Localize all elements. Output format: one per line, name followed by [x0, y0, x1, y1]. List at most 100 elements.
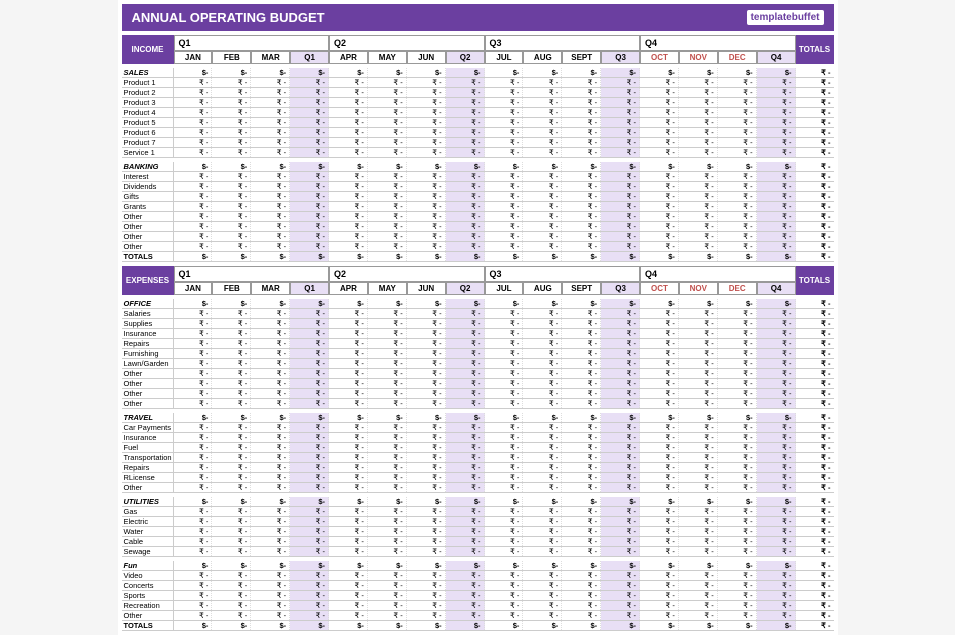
- cell: ₹ -: [523, 611, 562, 620]
- cell: ₹ -: [329, 148, 368, 157]
- cell: ₹ -: [368, 369, 407, 378]
- cell: ₹ -: [368, 379, 407, 388]
- month-header: JUL: [485, 51, 524, 64]
- cell: ₹ -: [329, 399, 368, 408]
- quarter-header: Q1: [174, 266, 330, 282]
- cell: ₹ -: [718, 571, 757, 580]
- cell: $-: [562, 162, 601, 171]
- cell: $-: [407, 561, 446, 570]
- cell: $-: [523, 68, 562, 77]
- row-total: ₹ -: [796, 192, 834, 201]
- cell: ₹ -: [212, 182, 251, 191]
- cell: ₹ -: [446, 192, 485, 201]
- row-label: RLicense: [122, 473, 174, 482]
- cell: ₹ -: [757, 601, 796, 610]
- cell: ₹ -: [601, 329, 640, 338]
- cell: ₹ -: [757, 98, 796, 107]
- row-total: ₹ -: [796, 202, 834, 211]
- cell: ₹ -: [368, 527, 407, 536]
- cell: ₹ -: [523, 507, 562, 516]
- cell: ₹ -: [251, 202, 290, 211]
- cell: ₹ -: [640, 379, 679, 388]
- row-label: Product 4: [122, 108, 174, 117]
- cell: ₹ -: [290, 369, 329, 378]
- row-total: ₹ -: [796, 222, 834, 231]
- cell: ₹ -: [329, 329, 368, 338]
- cell: ₹ -: [212, 88, 251, 97]
- cell: ₹ -: [174, 601, 213, 610]
- quarter-header: Q2: [329, 35, 485, 51]
- cell: ₹ -: [757, 128, 796, 137]
- cell: ₹ -: [290, 319, 329, 328]
- data-row: Gifts₹ -₹ -₹ -₹ -₹ -₹ -₹ -₹ -₹ -₹ -₹ -₹ …: [122, 192, 834, 202]
- cell: ₹ -: [523, 537, 562, 546]
- cell: ₹ -: [601, 389, 640, 398]
- cell: ₹ -: [679, 138, 718, 147]
- cell: ₹ -: [446, 527, 485, 536]
- cell: ₹ -: [407, 212, 446, 221]
- cell: ₹ -: [251, 611, 290, 620]
- category-row: BANKING$-$-$-$-$-$-$-$-$-$-$-$-$-$-$-$-₹…: [122, 162, 834, 172]
- month-header: NOV: [679, 51, 718, 64]
- cell: $-: [329, 162, 368, 171]
- cell: $-: [212, 68, 251, 77]
- cell: ₹ -: [446, 473, 485, 482]
- data-row: Transportation₹ -₹ -₹ -₹ -₹ -₹ -₹ -₹ -₹ …: [122, 453, 834, 463]
- cell: ₹ -: [601, 527, 640, 536]
- row-total: ₹ -: [796, 453, 834, 462]
- row-label: Other: [122, 611, 174, 620]
- cell: ₹ -: [368, 571, 407, 580]
- cell: ₹ -: [757, 182, 796, 191]
- cell: ₹ -: [329, 611, 368, 620]
- cell: ₹ -: [329, 389, 368, 398]
- cell: ₹ -: [679, 148, 718, 157]
- row-total: ₹ -: [796, 299, 834, 308]
- cell: ₹ -: [757, 611, 796, 620]
- cell: ₹ -: [757, 473, 796, 482]
- cell: ₹ -: [562, 182, 601, 191]
- cell: ₹ -: [329, 242, 368, 251]
- cell: ₹ -: [329, 78, 368, 87]
- cell: ₹ -: [523, 339, 562, 348]
- cell: ₹ -: [407, 222, 446, 231]
- cell: ₹ -: [329, 202, 368, 211]
- cell: ₹ -: [368, 148, 407, 157]
- cell: ₹ -: [446, 507, 485, 516]
- cell: ₹ -: [329, 483, 368, 492]
- cell: $-: [679, 68, 718, 77]
- cell: ₹ -: [485, 601, 524, 610]
- cell: $-: [718, 299, 757, 308]
- cell: ₹ -: [446, 369, 485, 378]
- cell: ₹ -: [679, 242, 718, 251]
- cell: ₹ -: [329, 473, 368, 482]
- cell: ₹ -: [485, 433, 524, 442]
- logo: templatebuffet: [747, 10, 824, 25]
- row-label: Other: [122, 242, 174, 251]
- cell: ₹ -: [407, 423, 446, 432]
- data-row: Other₹ -₹ -₹ -₹ -₹ -₹ -₹ -₹ -₹ -₹ -₹ -₹ …: [122, 389, 834, 399]
- data-row: Concerts₹ -₹ -₹ -₹ -₹ -₹ -₹ -₹ -₹ -₹ -₹ …: [122, 581, 834, 591]
- cell: ₹ -: [757, 309, 796, 318]
- cell: ₹ -: [407, 527, 446, 536]
- cell: ₹ -: [562, 537, 601, 546]
- cell: ₹ -: [290, 517, 329, 526]
- cell: ₹ -: [407, 329, 446, 338]
- cell: ₹ -: [446, 172, 485, 181]
- cell: ₹ -: [251, 601, 290, 610]
- cell: ₹ -: [212, 232, 251, 241]
- cell: $-: [407, 252, 446, 261]
- cell: ₹ -: [523, 453, 562, 462]
- cell: ₹ -: [446, 591, 485, 600]
- cell: $-: [485, 68, 524, 77]
- cell: ₹ -: [290, 507, 329, 516]
- cell: ₹ -: [562, 319, 601, 328]
- cell: ₹ -: [640, 527, 679, 536]
- cell: ₹ -: [407, 611, 446, 620]
- row-total: ₹ -: [796, 309, 834, 318]
- cell: ₹ -: [562, 202, 601, 211]
- row-label: Product 7: [122, 138, 174, 147]
- cell: $-: [679, 561, 718, 570]
- cell: ₹ -: [485, 108, 524, 117]
- cell: ₹ -: [407, 389, 446, 398]
- cell: ₹ -: [251, 148, 290, 157]
